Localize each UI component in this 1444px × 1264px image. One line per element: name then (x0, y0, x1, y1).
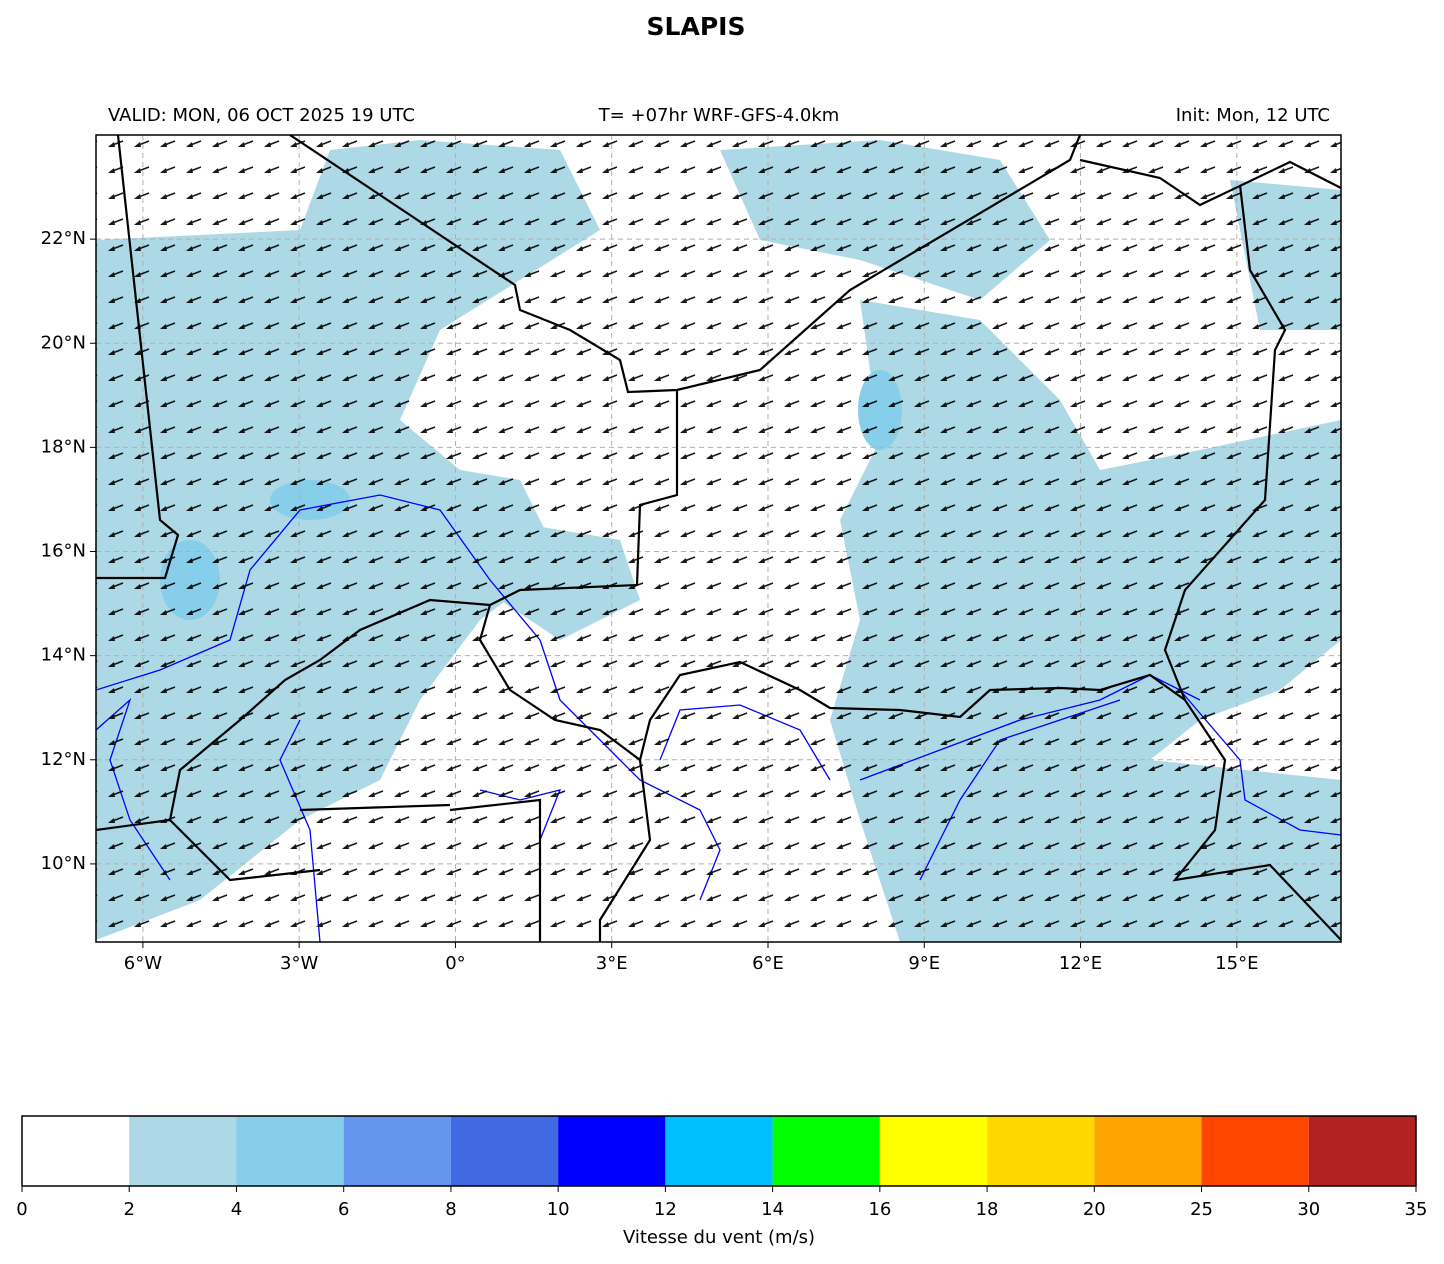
x-tick-label: 9°E (908, 953, 940, 974)
colorbar-tick-label: 4 (231, 1199, 242, 1220)
colorbar-segment (772, 1116, 880, 1186)
colorbar-segment (665, 1116, 773, 1186)
colorbar-segment (450, 1116, 559, 1186)
y-tick-label: 22°N (41, 228, 86, 249)
colorbar-segment (879, 1116, 988, 1186)
run-info: T= +07hr WRF-GFS-4.0km (598, 105, 840, 126)
colorbar-tick-label: 10 (547, 1199, 570, 1220)
colorbar: 0 2 4 6 8 10 12 14 16 18 20 25 30 35 (16, 1116, 1427, 1220)
colorbar-tick-label: 0 (16, 1199, 27, 1220)
x-tick-label: 12°E (1059, 953, 1102, 974)
colorbar-tick-label: 18 (976, 1199, 999, 1220)
colorbar-tick-label: 2 (124, 1199, 135, 1220)
y-tick-label: 20°N (41, 332, 86, 353)
y-tick-label: 16°N (41, 541, 86, 562)
y-tick-label: 14°N (41, 645, 86, 666)
x-tick-label: 6°W (124, 953, 162, 974)
colorbar-tick-label: 35 (1405, 1199, 1428, 1220)
colorbar-tick-label: 6 (338, 1199, 349, 1220)
colorbar-segment (343, 1116, 451, 1186)
valid-time: VALID: MON, 06 OCT 2025 19 UTC (108, 105, 415, 126)
colorbar-segment (1308, 1116, 1416, 1186)
x-tick-label: 6°E (752, 953, 784, 974)
colorbar-label: Vitesse du vent (m/s) (623, 1227, 815, 1248)
y-tick-label: 10°N (41, 853, 86, 874)
colorbar-tick-label: 30 (1297, 1199, 1320, 1220)
colorbar-segment (236, 1116, 344, 1186)
colorbar-tick-label: 12 (654, 1199, 677, 1220)
colorbar-tick-label: 8 (445, 1199, 456, 1220)
colorbar-segment (558, 1116, 666, 1186)
colorbar-segment (129, 1116, 237, 1186)
colorbar-segment (1094, 1116, 1202, 1186)
colorbar-segment (987, 1116, 1095, 1186)
x-tick-label: 15°E (1215, 953, 1258, 974)
colorbar-segment (1201, 1116, 1309, 1186)
colorbar-tick-label: 16 (868, 1199, 891, 1220)
map-frame (95, 134, 1342, 943)
colorbar-tick-label: 20 (1083, 1199, 1106, 1220)
y-tick-label: 12°N (41, 749, 86, 770)
colorbar-segment (22, 1116, 130, 1186)
colorbar-tick-label: 14 (761, 1199, 784, 1220)
colorbar-frame (21, 1115, 1417, 1187)
y-tick-label: 18°N (41, 436, 86, 457)
init-time: Init: Mon, 12 UTC (1176, 105, 1330, 126)
title: SLAPIS (647, 12, 746, 41)
wind-vectors (96, 135, 1341, 942)
colorbar-tick-label: 25 (1190, 1199, 1213, 1220)
x-tick-label: 3°E (596, 953, 628, 974)
x-tick-label: 0° (445, 953, 465, 974)
map-body (96, 135, 1341, 942)
x-tick-label: 3°W (280, 953, 318, 974)
